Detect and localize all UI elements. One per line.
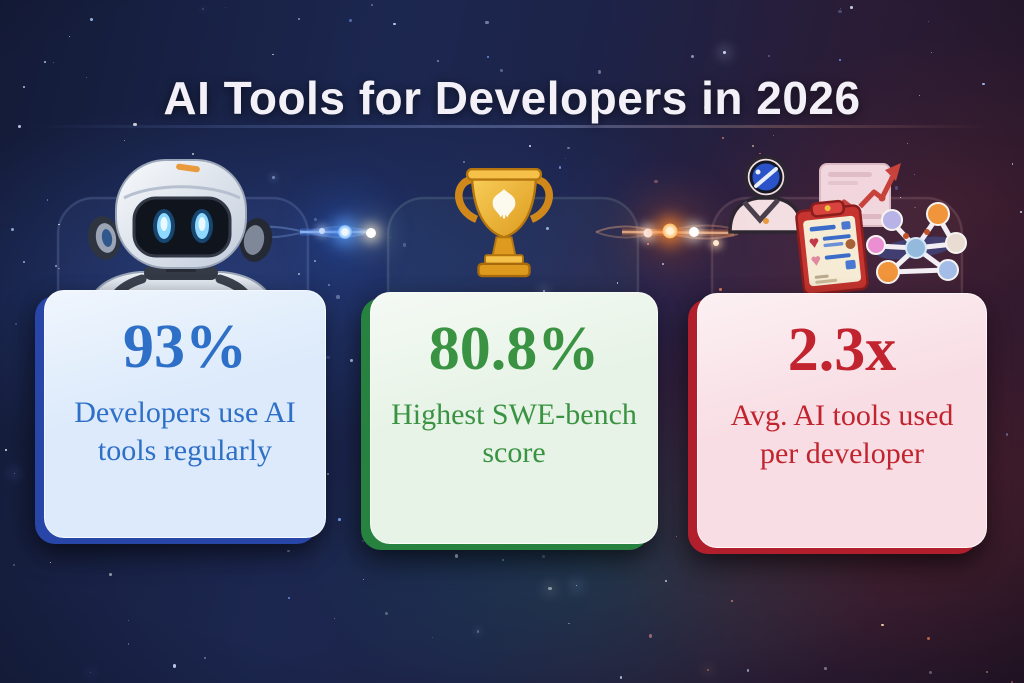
stat-label: Highest SWE-bench score (391, 398, 637, 470)
glow-node-white-left (366, 228, 376, 238)
checklist-clipboard-icon (795, 199, 869, 295)
glow-node-small-right (713, 240, 719, 246)
ai-tool-icons-cluster (728, 155, 967, 295)
trophy-icon (455, 168, 553, 278)
glow-node-white-mid (643, 228, 653, 238)
stat-value: 80.8% (428, 315, 600, 383)
glow-node-orange (662, 223, 678, 239)
glow-node-white-right (689, 227, 699, 237)
stat-value: 2.3x (787, 316, 897, 384)
stat-card-developers-usage: 93% Developers use AI tools regularly (44, 290, 326, 538)
stat-label: Avg. AI tools used per developer (730, 399, 954, 471)
analyst-avatar-icon (728, 155, 804, 234)
glow-node-blue (338, 225, 352, 239)
stat-label: Developers use AI tools regularly (74, 396, 296, 468)
stat-card-tools-per-developer: 2.3x Avg. AI tools used per developer (697, 293, 987, 548)
glow-node-small-left (319, 228, 325, 234)
page-title: AI Tools for Developers in 2026 (163, 71, 861, 124)
stat-value: 93% (123, 313, 247, 381)
robot-mascot-icon (86, 159, 276, 306)
stat-card-swe-bench: 80.8% Highest SWE-bench score (370, 292, 658, 544)
